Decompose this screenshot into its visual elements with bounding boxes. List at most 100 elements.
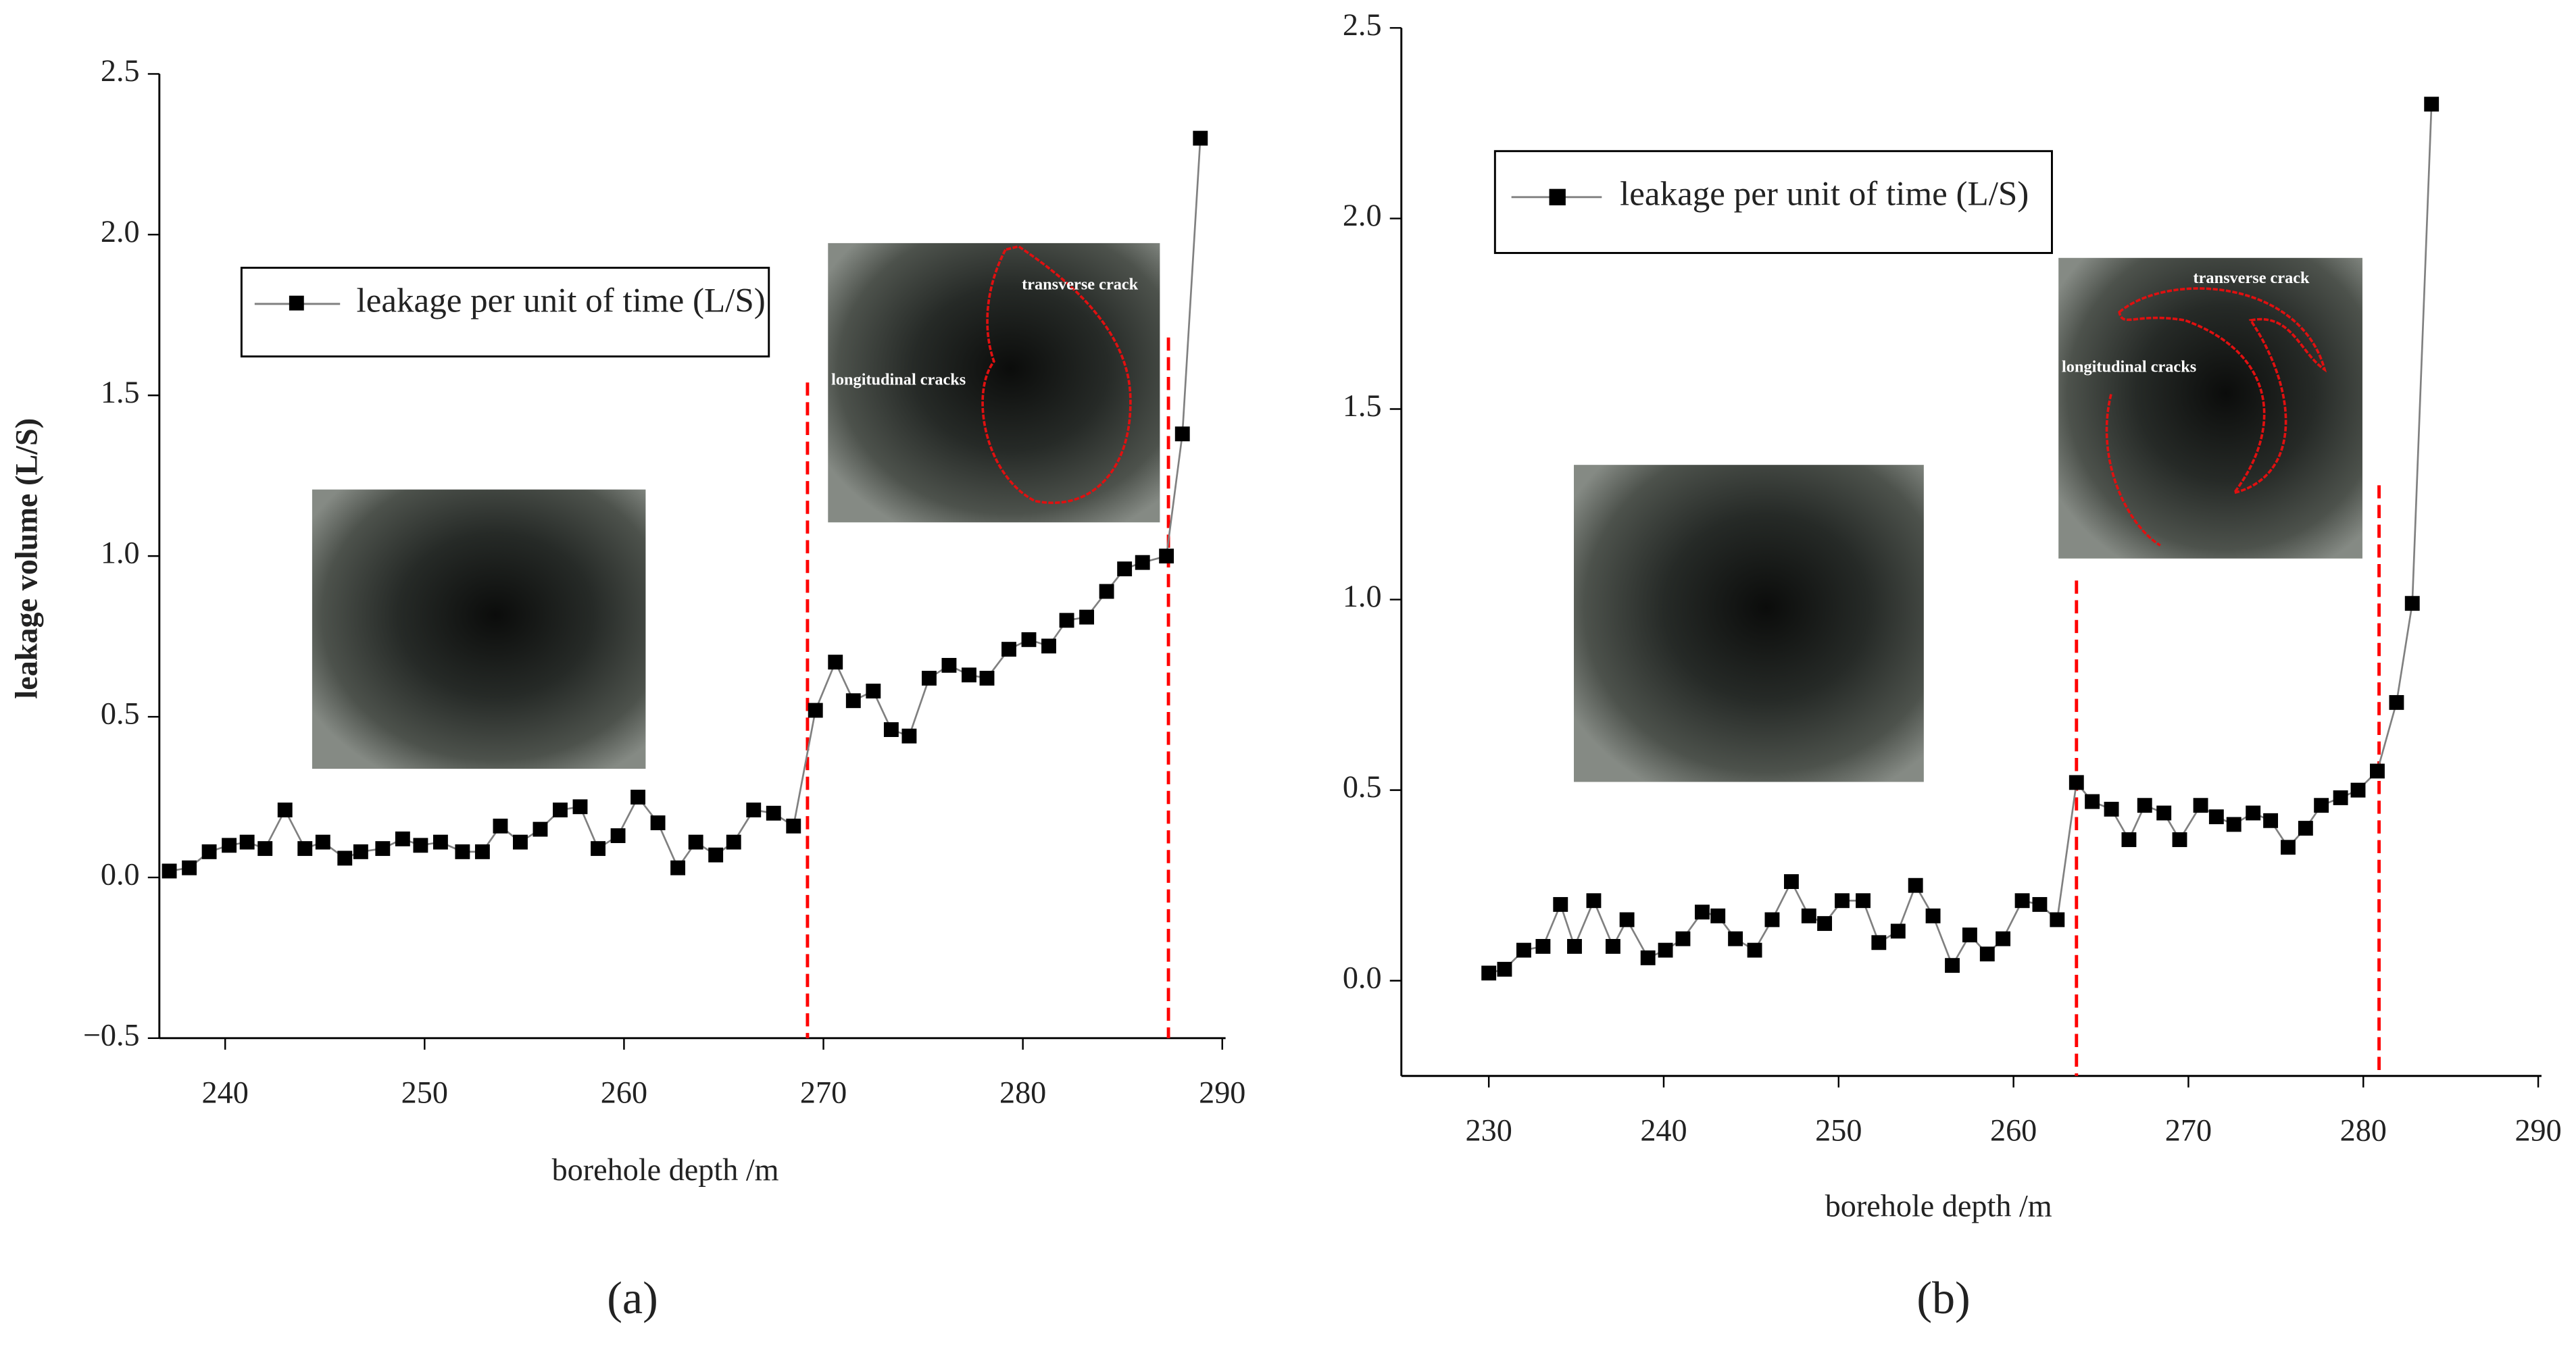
caption: (b) [1916,1272,1970,1323]
data-point [808,703,823,718]
data-point [2350,782,2366,798]
y-tick-label: 2.0 [101,214,140,249]
data-point [2121,832,2137,847]
x-tick-label: 230 [1466,1113,1512,1147]
data-point [257,841,273,857]
data-point [1586,893,1602,909]
x-tick-label: 260 [601,1075,647,1110]
legend-marker [289,295,304,311]
data-point [1516,942,1531,958]
data-point [1193,130,1208,146]
chart: 0.0 0.5 1.0 1.5 2.0 2.5 230 240 250 260 270 280 290 [1343,7,2562,1148]
x-tick-label: 240 [202,1075,249,1110]
data-point [2404,596,2420,611]
x-tick-label: 290 [1199,1075,1245,1110]
x-tick-label: 250 [401,1075,448,1110]
data-point [2208,809,2224,825]
y-axis-label: leakage volume (L/S) [9,418,43,699]
caption: (a) [607,1272,658,1323]
data-point [315,834,330,850]
data-point [2156,805,2172,821]
data-point [1658,942,1673,958]
data-point [182,860,197,875]
x-tick-label: 270 [800,1075,847,1110]
data-point [670,860,686,875]
data-point [337,850,353,866]
data-point [901,728,917,744]
data-point [962,667,976,683]
crack-outline [981,245,1132,505]
data-point [1710,908,1726,923]
data-point [1908,878,1923,893]
data-point [1001,642,1016,657]
data-point [1640,950,1656,965]
data-point [1817,916,1833,932]
data-point [474,844,490,859]
data-point [2104,801,2119,817]
data-point [1675,931,1691,946]
data-point [1021,632,1037,647]
y-tick-label: 2.5 [1343,7,1382,42]
annotation: transverse crack [2194,269,2310,287]
data-point [1694,905,1710,920]
data-point [1553,896,1568,912]
crack-outline [2105,287,2327,547]
data-point [708,847,724,863]
y-tick-label: 0.5 [101,696,140,731]
x-axis-label: borehole depth /m [1825,1188,2052,1223]
data-point [2014,893,2030,909]
data-point [572,799,588,815]
x-tick-label: 280 [999,1075,1046,1110]
data-point [591,841,606,857]
legend-box [1493,150,2053,254]
data-point [688,834,703,850]
data-point [1041,638,1056,654]
data-point [1619,912,1635,927]
data-point [2193,798,2208,813]
x-tick-label: 290 [2515,1113,2561,1147]
y-tick-label: 1.0 [101,536,140,570]
data-point [2370,763,2385,779]
y-tick-label: 0.0 [1343,960,1382,994]
data-point [2050,912,2065,927]
data-point [1890,923,1906,939]
data-point [2333,790,2348,805]
y-tick-label: 1.0 [1343,579,1382,613]
data-point [1535,939,1551,954]
borehole-image [312,489,646,769]
data-point [1099,584,1114,599]
data-point [239,834,255,850]
data-point [1605,939,1620,954]
data-point [1059,613,1074,628]
data-point [630,790,646,805]
data-point [513,834,528,850]
data-point [2263,813,2279,828]
data-point [766,805,781,821]
data-point [2389,694,2404,710]
annotation: transverse crack [1022,276,1139,294]
data-point [1801,908,1816,923]
x-tick-label: 240 [1640,1113,1687,1147]
data-point [2137,798,2152,813]
data-point [1728,931,1743,946]
data-point [1159,549,1174,564]
data-point [2314,798,2329,813]
y-tick-label: 2.5 [101,53,140,88]
y-tick-label: 2.0 [1343,198,1382,232]
data-point [979,670,995,686]
data-point [786,818,801,834]
data-point [277,803,293,817]
y-tick-label: 1.5 [101,375,140,409]
data-point [553,803,568,817]
x-tick-label: 270 [2165,1113,2212,1147]
data-point [375,841,391,857]
data-point [2226,817,2241,832]
data-point [1783,874,1799,889]
y-tick-label: 0.5 [1343,769,1382,804]
data-point [2298,821,2313,836]
data-point [1925,908,1941,923]
data-point [2424,97,2439,112]
data-point [1962,927,1977,942]
data-point [1135,555,1150,570]
